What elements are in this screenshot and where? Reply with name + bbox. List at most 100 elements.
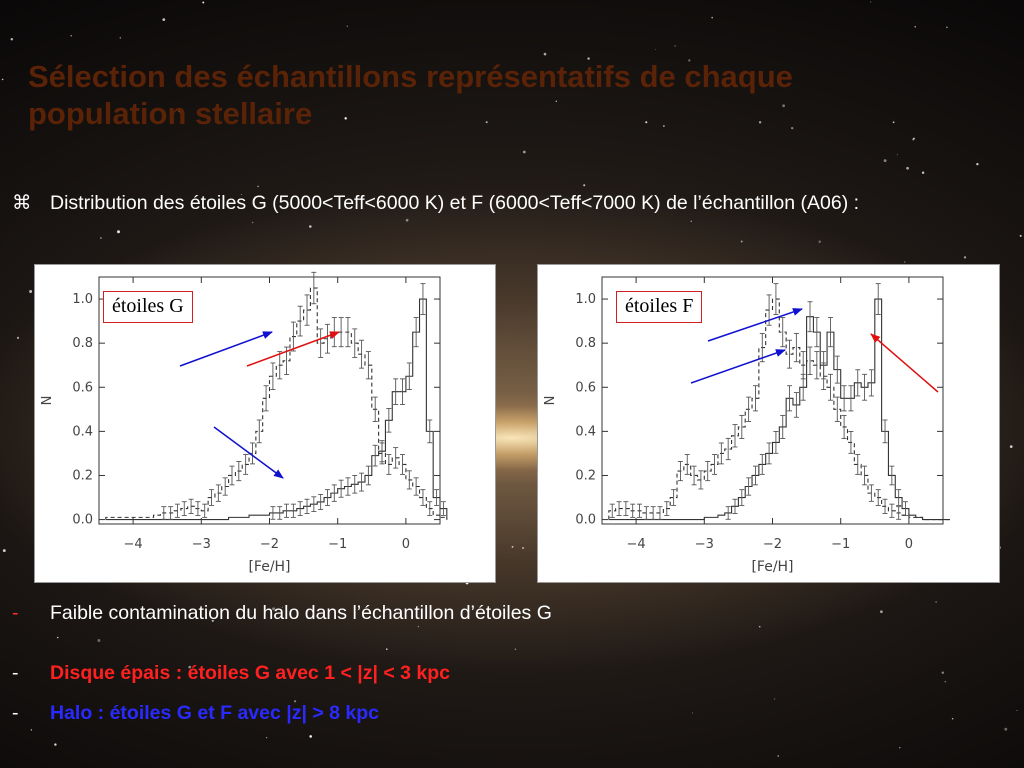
x-tick-label: 0 — [402, 537, 410, 552]
error-bar — [420, 489, 426, 506]
conclusion-text-contamination: Faible contamination du halo dans l’écha… — [50, 602, 552, 624]
star — [883, 159, 887, 163]
star — [587, 57, 590, 60]
error-bar — [318, 493, 324, 510]
error-bar — [773, 431, 779, 454]
command-bullet-icon: ⌘ — [12, 192, 32, 214]
error-bar — [352, 328, 358, 358]
star — [543, 52, 547, 56]
star — [951, 717, 954, 720]
star — [202, 1, 205, 4]
chart-panel-f-stars: −4 −3 −2 −1 0 0.0 0.2 0.4 0.6 0.8 1.0 [Fe/H] N étoil… — [537, 264, 1000, 583]
error-bar — [698, 470, 704, 490]
star — [818, 240, 821, 243]
error-bar — [807, 301, 813, 333]
error-bar — [188, 498, 194, 514]
error-bar — [427, 501, 433, 516]
star — [663, 125, 665, 127]
star — [188, 665, 192, 669]
star — [740, 240, 743, 243]
error-bar — [677, 461, 683, 482]
error-bar — [290, 503, 296, 518]
star — [240, 193, 242, 195]
star — [782, 104, 785, 108]
error-bar — [739, 489, 745, 506]
y-axis-label: N — [543, 396, 558, 406]
star — [405, 218, 409, 222]
error-bar — [338, 479, 344, 498]
error-bar — [793, 392, 799, 418]
legend-f-stars: étoiles F — [616, 291, 703, 323]
error-bar — [841, 414, 847, 439]
star — [870, 1, 872, 3]
error-bar — [664, 501, 670, 516]
star — [777, 755, 780, 757]
error-bar — [752, 385, 758, 412]
x-axis-label: [Fe/H] — [248, 559, 290, 575]
star — [921, 171, 925, 174]
error-bar — [202, 503, 208, 518]
error-bar — [732, 424, 738, 448]
y-tick-label: 0.0 — [575, 513, 596, 528]
star — [774, 698, 776, 700]
star — [654, 48, 656, 50]
error-bar — [875, 283, 881, 315]
error-bar — [889, 503, 895, 518]
star — [976, 162, 979, 166]
error-bar — [427, 419, 433, 444]
error-bar — [365, 465, 371, 486]
star — [645, 121, 648, 124]
star — [896, 154, 898, 156]
error-bar — [434, 489, 440, 506]
star — [555, 100, 557, 102]
star — [117, 230, 120, 234]
error-bar — [800, 351, 806, 380]
error-bar — [174, 503, 180, 518]
error-bar — [834, 396, 840, 422]
error-bar — [637, 503, 643, 518]
error-bar — [868, 484, 874, 502]
star — [690, 220, 692, 222]
slide-title: Sélection des échantillons représentatif… — [28, 59, 793, 131]
star — [583, 184, 586, 187]
error-bar — [671, 489, 677, 506]
star — [691, 712, 693, 714]
error-bar — [882, 419, 888, 444]
star — [899, 746, 901, 749]
y-tick-label: 0.8 — [575, 336, 596, 351]
error-bar — [440, 501, 446, 516]
error-bar — [814, 317, 820, 348]
star — [309, 225, 312, 228]
star — [1009, 445, 1013, 448]
star — [758, 625, 761, 628]
star — [54, 743, 57, 746]
star — [674, 45, 676, 47]
x-tick-label: −1 — [328, 537, 347, 552]
error-bar — [752, 465, 758, 486]
error-bar — [616, 501, 622, 516]
y-tick-label: 1.0 — [575, 292, 596, 307]
error-bar — [875, 489, 881, 506]
x-tick-label: −4 — [124, 537, 143, 552]
x-tick-label: −3 — [695, 537, 714, 552]
star — [892, 121, 895, 124]
error-bar — [732, 498, 738, 514]
error-bar — [311, 271, 317, 305]
dash-marker: - — [12, 662, 19, 684]
star — [521, 546, 525, 550]
error-bar — [413, 477, 419, 496]
star — [485, 121, 488, 124]
star — [309, 735, 313, 738]
error-bar — [372, 396, 378, 422]
error-bar — [855, 369, 861, 397]
y-tick-label: 0.6 — [575, 380, 596, 395]
error-bar — [896, 489, 902, 506]
histogram-series-solid — [105, 298, 448, 521]
star — [29, 290, 33, 293]
star — [688, 59, 691, 62]
error-bar — [352, 475, 358, 494]
error-bar — [393, 378, 399, 405]
star — [522, 150, 526, 154]
star — [912, 137, 915, 140]
error-bar — [643, 506, 649, 520]
